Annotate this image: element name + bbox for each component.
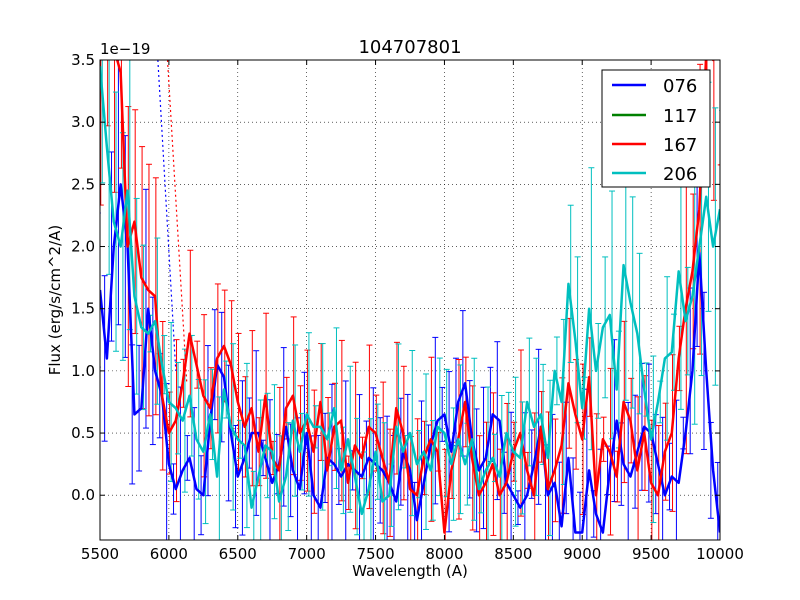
series-line-167 xyxy=(100,60,715,534)
y-tick-label-3.0: 3.0 xyxy=(71,113,95,131)
y-tick-label-2.5: 2.5 xyxy=(71,175,95,193)
x-tick-label-6000: 6000 xyxy=(150,545,188,563)
dotted-extension-167 xyxy=(166,60,188,384)
x-tick-label-8000: 8000 xyxy=(425,545,463,563)
x-tick-label-5500: 5500 xyxy=(81,545,119,563)
chart-title: 104707801 xyxy=(358,37,461,58)
y-offset-label: 1e−19 xyxy=(100,40,150,58)
y-tick-label-0.0: 0.0 xyxy=(71,486,95,504)
dotted-extension-076 xyxy=(157,60,177,371)
x-tick-label-6500: 6500 xyxy=(219,545,257,563)
series-line-206 xyxy=(100,66,720,516)
y-tick-label-3.5: 3.5 xyxy=(71,51,95,69)
series-layer xyxy=(100,60,720,540)
legend-label-206: 206 xyxy=(663,164,697,185)
x-tick-label-7000: 7000 xyxy=(288,545,326,563)
legend: 076 117 167 206 xyxy=(601,69,711,188)
y-tick-label-2.0: 2.0 xyxy=(71,238,95,256)
legend-label-076: 076 xyxy=(663,76,697,97)
x-tick-label-7500: 7500 xyxy=(356,545,394,563)
y-tick-label-0.5: 0.5 xyxy=(71,424,95,442)
legend-label-167: 167 xyxy=(663,135,697,156)
x-tick-label-9000: 9000 xyxy=(563,545,601,563)
y-axis-label: Flux (erg/s/cm^2/A) xyxy=(46,225,64,376)
x-axis-label: Wavelength (A) xyxy=(352,562,468,580)
y-tick-label-1.0: 1.0 xyxy=(71,362,95,380)
x-tick-label-9500: 9500 xyxy=(632,545,670,563)
x-tick-label-10000: 10000 xyxy=(696,545,744,563)
axis-ticks: 5500 6000 6500 7000 7500 8000 8500 9000 9500 1000… xyxy=(71,51,744,563)
x-tick-label-8500: 8500 xyxy=(494,545,532,563)
series-line-076 xyxy=(100,183,720,534)
plot-frame xyxy=(99,59,721,541)
legend-label-117: 117 xyxy=(663,106,697,127)
y-tick-label-1.5: 1.5 xyxy=(71,300,95,318)
legend-box xyxy=(601,69,711,188)
